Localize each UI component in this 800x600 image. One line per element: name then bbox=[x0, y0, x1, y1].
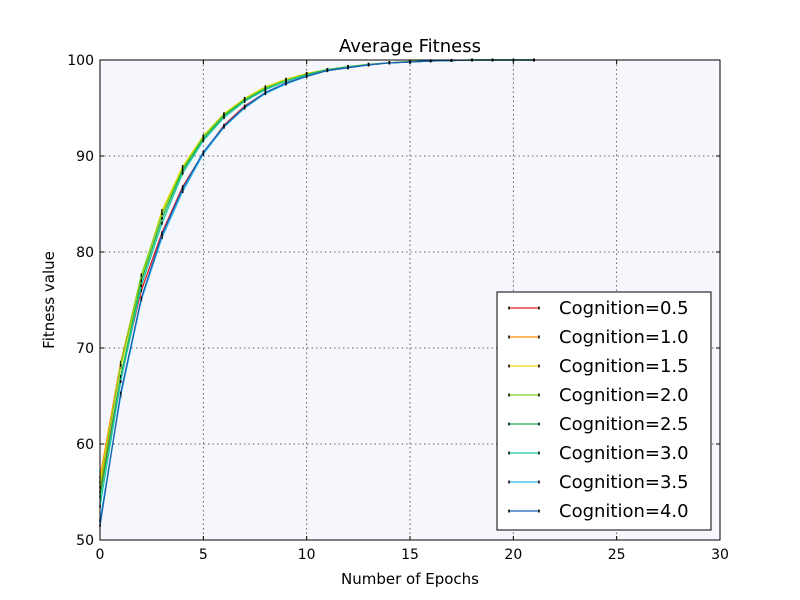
legend-item: Cognition=4.0 bbox=[508, 501, 689, 522]
x-tick-label: 20 bbox=[504, 547, 522, 563]
legend-label: Cognition=1.5 bbox=[559, 356, 689, 377]
legend-item: Cognition=3.0 bbox=[508, 443, 689, 464]
legend-label: Cognition=3.5 bbox=[559, 472, 689, 493]
y-tick-label: 60 bbox=[76, 437, 94, 453]
x-tick-label: 0 bbox=[96, 547, 105, 563]
legend-label: Cognition=3.0 bbox=[559, 443, 689, 464]
legend-item: Cognition=1.5 bbox=[508, 356, 689, 377]
legend-item: Cognition=3.5 bbox=[508, 472, 689, 493]
legend-box bbox=[496, 291, 712, 531]
chart-title: Average Fitness bbox=[339, 36, 481, 57]
ticks: 0 5 10 15 20 25 30 50 60 70 80 90 100 bbox=[67, 53, 729, 563]
legend: Cognition=0.5 Cognition=1.0 Cognition=1.5 C… bbox=[496, 291, 712, 531]
y-tick-label: 90 bbox=[76, 149, 94, 165]
y-axis-label: Fitness value bbox=[40, 251, 58, 349]
legend-label: Cognition=2.0 bbox=[559, 385, 689, 406]
legend-item: Cognition=2.0 bbox=[508, 385, 689, 406]
x-tick-label: 15 bbox=[401, 547, 419, 563]
x-tick-label: 25 bbox=[608, 547, 626, 563]
y-tick-label: 70 bbox=[76, 341, 94, 357]
legend-item: Cognition=1.0 bbox=[508, 327, 689, 348]
y-tick-label: 100 bbox=[67, 53, 94, 69]
y-tick-label: 50 bbox=[76, 533, 94, 549]
legend-item: Cognition=2.5 bbox=[508, 414, 689, 435]
x-tick-label: 30 bbox=[711, 547, 729, 563]
legend-label: Cognition=4.0 bbox=[559, 501, 689, 522]
y-tick-label: 80 bbox=[76, 245, 94, 261]
x-tick-label: 10 bbox=[298, 547, 316, 563]
x-axis-label: Number of Epochs bbox=[341, 570, 479, 588]
legend-label: Cognition=2.5 bbox=[559, 414, 689, 435]
legend-label: Cognition=1.0 bbox=[559, 327, 689, 348]
legend-item: Cognition=0.5 bbox=[508, 298, 689, 319]
x-tick-label: 5 bbox=[199, 547, 208, 563]
legend-label: Cognition=0.5 bbox=[559, 298, 689, 319]
